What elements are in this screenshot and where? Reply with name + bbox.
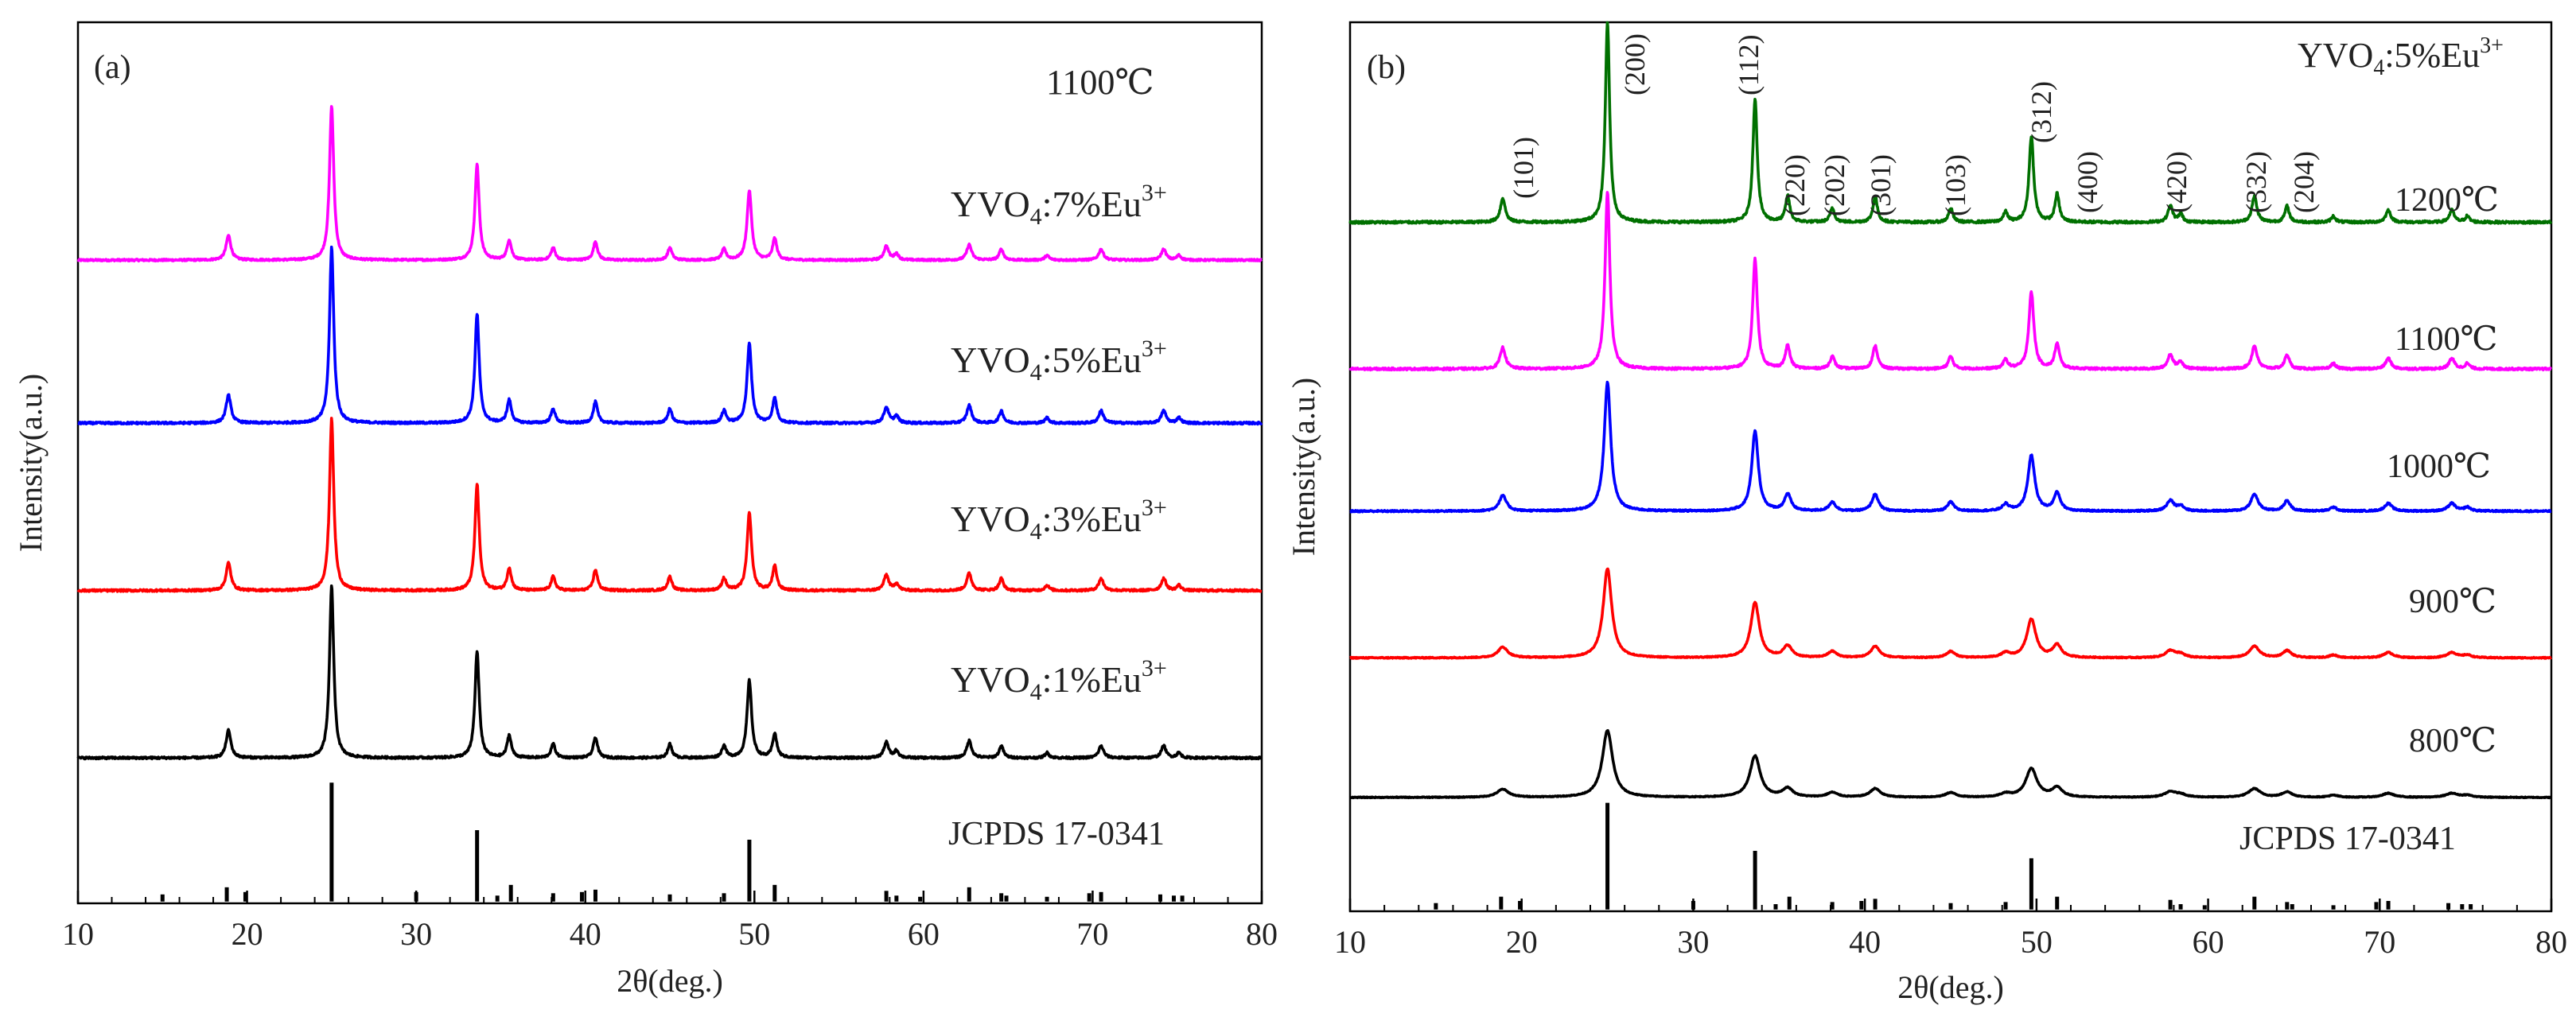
xrd-series-line-b-4 bbox=[1348, 728, 2553, 800]
hkl-label-112: (112) bbox=[1733, 34, 1765, 95]
xrd-series-line-a-2 bbox=[76, 417, 1263, 593]
xrd-series-line-a-0 bbox=[76, 105, 1263, 263]
x-tick-label: 70 bbox=[2364, 924, 2395, 960]
panel-a-label: (a) bbox=[94, 49, 131, 86]
series-label-b-1200: 1200℃ bbox=[2395, 182, 2499, 219]
hkl-label-332: (332) bbox=[2240, 151, 2272, 213]
panel-a-temperature: 1100℃ bbox=[1046, 63, 1154, 102]
x-tick-label: 80 bbox=[1246, 916, 1278, 952]
x-tick-label: 40 bbox=[1849, 924, 1881, 960]
hkl-label-202: (202) bbox=[1819, 154, 1850, 216]
series-label-a-1pct: YVO4:1%Eu3+ bbox=[951, 655, 1167, 705]
series-label-b-1100: 1100℃ bbox=[2395, 321, 2497, 358]
hkl-label-312: (312) bbox=[2025, 81, 2057, 143]
x-tick-label: 40 bbox=[570, 916, 601, 952]
series-group-b bbox=[1348, 21, 2553, 800]
reference-pattern-b bbox=[1434, 802, 2473, 910]
x-tick-label: 50 bbox=[2021, 924, 2053, 960]
panel-b: 10 20 30 40 50 60 70 80 (b) YVO4:5%Eu3+ 1200℃ 1… bbox=[1286, 21, 2567, 1005]
xrd-series-line-b-1 bbox=[1348, 191, 2553, 372]
x-tick-label: 60 bbox=[908, 916, 940, 952]
hkl-label-400: (400) bbox=[2072, 151, 2103, 213]
hkl-label-103: (103) bbox=[1940, 154, 1971, 216]
series-label-b-1000: 1000℃ bbox=[2387, 448, 2491, 485]
x-axis-ticks-b: 10 20 30 40 50 60 70 80 bbox=[1334, 899, 2567, 960]
series-label-b-800: 800℃ bbox=[2409, 723, 2496, 759]
hkl-label-200: (200) bbox=[1619, 33, 1651, 95]
panel-b-label: (b) bbox=[1367, 49, 1406, 86]
xrd-series-line-b-3 bbox=[1348, 567, 2553, 660]
composition-label-b: YVO4:5%Eu3+ bbox=[2298, 33, 2504, 80]
series-group-a bbox=[76, 105, 1263, 761]
x-tick-label: 30 bbox=[1677, 924, 1709, 960]
x-tick-label: 30 bbox=[400, 916, 432, 952]
hkl-label-220: (220) bbox=[1779, 154, 1811, 216]
xrd-series-line-b-2 bbox=[1348, 380, 2553, 514]
x-tick-label: 10 bbox=[1334, 924, 1366, 960]
plot-frame-b bbox=[1348, 21, 2553, 913]
xrd-series-line-a-3 bbox=[76, 584, 1263, 761]
hkl-label-301: (301) bbox=[1865, 154, 1897, 216]
x-axis-ticks-a: 10 20 30 40 50 60 70 80 bbox=[62, 891, 1278, 952]
reference-label-a: JCPDS 17-0341 bbox=[948, 816, 1165, 852]
x-tick-label: 50 bbox=[738, 916, 770, 952]
hkl-label-420: (420) bbox=[2161, 151, 2193, 213]
panel-a: 10 20 30 40 50 60 70 80 (a) 1100℃ YVO4:7%Eu3+ Y… bbox=[13, 21, 1278, 999]
x-tick-label: 10 bbox=[62, 916, 94, 952]
xrd-series-line-a-1 bbox=[76, 245, 1263, 426]
y-axis-title-a: Intensity(a.u.) bbox=[13, 374, 49, 552]
hkl-label-101: (101) bbox=[1508, 137, 1539, 199]
x-tick-label: 70 bbox=[1076, 916, 1108, 952]
hkl-labels: (101) (200) (112) (220) (202) (301) (103… bbox=[1508, 33, 2320, 216]
hkl-label-204: (204) bbox=[2288, 151, 2320, 213]
series-label-b-900: 900℃ bbox=[2409, 584, 2496, 620]
x-axis-title-a: 2θ(deg.) bbox=[617, 963, 723, 999]
y-axis-title-b: Intensity(a.u.) bbox=[1286, 378, 1321, 556]
series-label-a-5pct: YVO4:5%Eu3+ bbox=[951, 336, 1167, 386]
xrd-series-line-b-0 bbox=[1348, 21, 2553, 225]
reference-label-b: JCPDS 17-0341 bbox=[2239, 821, 2456, 857]
x-axis-title-b: 2θ(deg.) bbox=[1897, 969, 2004, 1005]
series-label-a-7pct: YVO4:7%Eu3+ bbox=[951, 180, 1167, 230]
x-tick-label: 20 bbox=[1506, 924, 1538, 960]
x-tick-label: 20 bbox=[232, 916, 263, 952]
plot-frame-a bbox=[76, 21, 1263, 905]
x-tick-label: 80 bbox=[2535, 924, 2567, 960]
x-tick-label: 60 bbox=[2193, 924, 2224, 960]
series-label-a-3pct: YVO4:3%Eu3+ bbox=[951, 495, 1167, 545]
